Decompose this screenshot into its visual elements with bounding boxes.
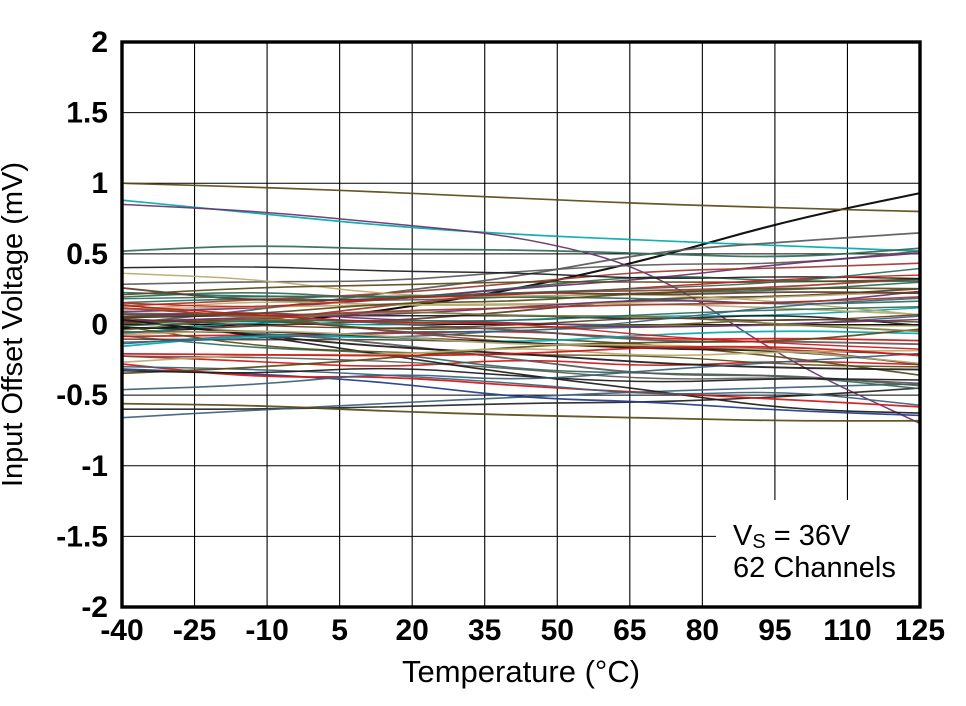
svg-text:1.5: 1.5 <box>66 97 108 130</box>
svg-text:62 Channels: 62 Channels <box>733 552 896 584</box>
svg-text:-2: -2 <box>81 591 108 624</box>
svg-text:0: 0 <box>91 309 108 342</box>
svg-text:VS = 36V: VS = 36V <box>733 520 851 553</box>
svg-text:Input Offset Voltage (mV): Input Offset Voltage (mV) <box>0 162 29 487</box>
svg-text:2: 2 <box>91 26 108 59</box>
svg-text:110: 110 <box>823 614 871 647</box>
svg-text:Temperature (°C): Temperature (°C) <box>402 654 640 689</box>
svg-text:-25: -25 <box>173 614 216 647</box>
svg-text:-10: -10 <box>245 614 288 647</box>
svg-text:50: 50 <box>541 614 574 647</box>
svg-text:-1: -1 <box>81 450 108 483</box>
svg-text:80: 80 <box>686 614 719 647</box>
svg-text:5: 5 <box>331 614 348 647</box>
svg-text:95: 95 <box>758 614 791 647</box>
svg-text:35: 35 <box>468 614 501 647</box>
svg-text:125: 125 <box>895 614 945 647</box>
svg-text:0.5: 0.5 <box>66 238 108 271</box>
svg-text:-0.5: -0.5 <box>56 379 108 412</box>
svg-text:-1.5: -1.5 <box>56 520 108 553</box>
svg-text:1: 1 <box>91 167 108 200</box>
svg-text:65: 65 <box>613 614 646 647</box>
svg-text:20: 20 <box>396 614 429 647</box>
